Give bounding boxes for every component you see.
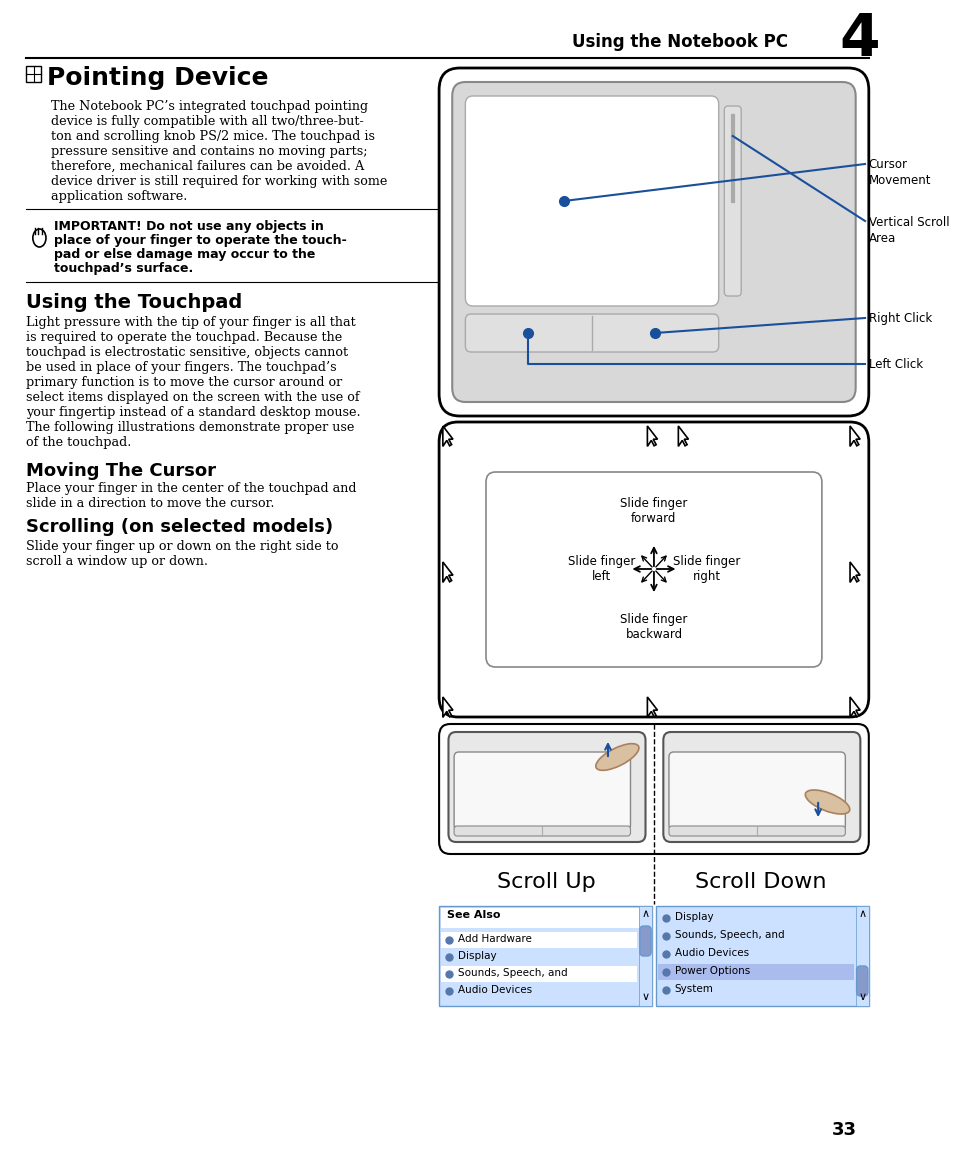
- FancyBboxPatch shape: [668, 826, 844, 836]
- Text: slide in a direction to move the cursor.: slide in a direction to move the cursor.: [27, 497, 274, 511]
- FancyBboxPatch shape: [639, 926, 651, 956]
- FancyBboxPatch shape: [440, 908, 639, 927]
- FancyBboxPatch shape: [448, 732, 645, 842]
- Polygon shape: [647, 696, 657, 717]
- Text: Slide your finger up or down on the right side to: Slide your finger up or down on the righ…: [27, 541, 338, 553]
- FancyBboxPatch shape: [723, 106, 740, 296]
- FancyBboxPatch shape: [440, 983, 637, 999]
- Text: System: System: [674, 984, 713, 994]
- Text: Scrolling (on selected models): Scrolling (on selected models): [27, 517, 333, 536]
- Polygon shape: [442, 562, 453, 582]
- Text: Cursor
Movement: Cursor Movement: [868, 158, 930, 187]
- Text: ton and scrolling knob PS/2 mice. The touchpad is: ton and scrolling knob PS/2 mice. The to…: [51, 131, 375, 143]
- FancyBboxPatch shape: [27, 66, 41, 82]
- Text: primary function is to move the cursor around or: primary function is to move the cursor a…: [27, 377, 342, 389]
- Text: 4: 4: [839, 12, 879, 68]
- Text: The following illustrations demonstrate proper use: The following illustrations demonstrate …: [27, 422, 355, 434]
- FancyBboxPatch shape: [465, 314, 718, 352]
- FancyBboxPatch shape: [657, 927, 853, 944]
- FancyBboxPatch shape: [438, 422, 868, 717]
- Polygon shape: [849, 696, 860, 717]
- Text: pad or else damage may occur to the: pad or else damage may occur to the: [54, 248, 315, 261]
- Text: IMPORTANT! Do not use any objects in: IMPORTANT! Do not use any objects in: [54, 219, 324, 233]
- FancyBboxPatch shape: [440, 932, 637, 948]
- Text: Audio Devices: Audio Devices: [457, 985, 532, 994]
- FancyBboxPatch shape: [668, 752, 844, 830]
- FancyBboxPatch shape: [485, 472, 821, 666]
- FancyBboxPatch shape: [454, 752, 630, 830]
- FancyBboxPatch shape: [438, 68, 868, 416]
- Text: 33: 33: [831, 1122, 856, 1139]
- Text: Using the Touchpad: Using the Touchpad: [27, 293, 242, 312]
- FancyBboxPatch shape: [855, 906, 868, 1006]
- FancyBboxPatch shape: [440, 949, 637, 964]
- Text: your fingertip instead of a standard desktop mouse.: your fingertip instead of a standard des…: [27, 407, 360, 419]
- FancyBboxPatch shape: [662, 732, 860, 842]
- Text: Sounds, Speech, and: Sounds, Speech, and: [674, 930, 783, 940]
- FancyBboxPatch shape: [438, 906, 652, 1006]
- FancyBboxPatch shape: [639, 906, 652, 1006]
- Text: Moving The Cursor: Moving The Cursor: [27, 462, 216, 480]
- Polygon shape: [849, 426, 860, 446]
- Text: Light pressure with the tip of your finger is all that: Light pressure with the tip of your fing…: [27, 316, 355, 329]
- Polygon shape: [442, 426, 453, 446]
- Text: touchpad is electrostatic sensitive, objects cannot: touchpad is electrostatic sensitive, obj…: [27, 346, 348, 359]
- Text: Scroll Down: Scroll Down: [695, 872, 826, 892]
- FancyBboxPatch shape: [465, 96, 718, 306]
- FancyBboxPatch shape: [657, 946, 853, 962]
- FancyBboxPatch shape: [452, 82, 855, 402]
- Text: Add Hardware: Add Hardware: [457, 934, 531, 944]
- Text: application software.: application software.: [51, 191, 187, 203]
- Text: Slide finger
right: Slide finger right: [672, 556, 740, 583]
- FancyBboxPatch shape: [657, 964, 853, 979]
- Text: The Notebook PC’s integrated touchpad pointing: The Notebook PC’s integrated touchpad po…: [51, 100, 368, 113]
- Text: place of your finger to operate the touch-: place of your finger to operate the touc…: [54, 234, 347, 247]
- Text: Using the Notebook PC: Using the Notebook PC: [572, 33, 787, 51]
- Text: of the touchpad.: of the touchpad.: [27, 435, 132, 449]
- Ellipse shape: [596, 744, 639, 770]
- Text: Pointing Device: Pointing Device: [47, 66, 268, 90]
- Text: Place your finger in the center of the touchpad and: Place your finger in the center of the t…: [27, 482, 356, 495]
- Text: therefore, mechanical failures can be avoided. A: therefore, mechanical failures can be av…: [51, 161, 363, 173]
- Text: Left Click: Left Click: [868, 358, 922, 371]
- Text: Slide finger
left: Slide finger left: [567, 556, 635, 583]
- FancyBboxPatch shape: [856, 966, 867, 996]
- Text: select items displayed on the screen with the use of: select items displayed on the screen wit…: [27, 392, 359, 404]
- Polygon shape: [849, 562, 860, 582]
- Text: Display: Display: [674, 912, 713, 922]
- Text: Audio Devices: Audio Devices: [674, 948, 748, 957]
- Polygon shape: [678, 426, 688, 446]
- Text: is required to operate the touchpad. Because the: is required to operate the touchpad. Bec…: [27, 331, 342, 344]
- Text: Slide finger
backward: Slide finger backward: [619, 613, 687, 641]
- Polygon shape: [647, 426, 657, 446]
- Text: Power Options: Power Options: [674, 966, 749, 976]
- Text: device is fully compatible with all two/three-but-: device is fully compatible with all two/…: [51, 116, 363, 128]
- Text: be used in place of your fingers. The touchpad’s: be used in place of your fingers. The to…: [27, 362, 336, 374]
- FancyBboxPatch shape: [657, 982, 853, 998]
- Text: pressure sensitive and contains no moving parts;: pressure sensitive and contains no movin…: [51, 146, 367, 158]
- Text: ∨: ∨: [640, 992, 649, 1003]
- Text: Vertical Scroll
Area: Vertical Scroll Area: [868, 216, 948, 245]
- Text: Right Click: Right Click: [868, 312, 931, 325]
- FancyBboxPatch shape: [655, 906, 868, 1006]
- FancyBboxPatch shape: [440, 966, 637, 982]
- Text: touchpad’s surface.: touchpad’s surface.: [54, 262, 193, 275]
- Text: ∧: ∧: [640, 909, 649, 919]
- Text: ∨: ∨: [858, 992, 865, 1003]
- Text: scroll a window up or down.: scroll a window up or down.: [27, 556, 208, 568]
- Text: Slide finger
forward: Slide finger forward: [619, 497, 687, 526]
- Text: ∧: ∧: [858, 909, 865, 919]
- Text: See Also: See Also: [446, 910, 499, 921]
- Text: device driver is still required for working with some: device driver is still required for work…: [51, 176, 387, 188]
- FancyBboxPatch shape: [438, 724, 868, 854]
- Ellipse shape: [804, 790, 849, 814]
- FancyBboxPatch shape: [454, 826, 630, 836]
- FancyBboxPatch shape: [657, 910, 853, 926]
- Text: Sounds, Speech, and: Sounds, Speech, and: [457, 968, 567, 978]
- Text: Display: Display: [457, 951, 496, 961]
- Polygon shape: [442, 696, 453, 717]
- Text: Scroll Up: Scroll Up: [497, 872, 595, 892]
